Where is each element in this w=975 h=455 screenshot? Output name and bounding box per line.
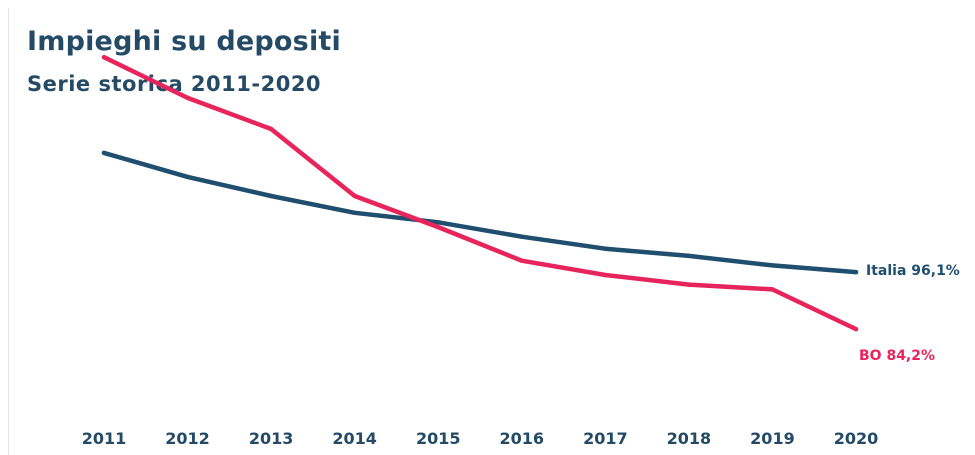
data-point-bo-2012 <box>185 95 190 101</box>
data-point-bo-2015 <box>436 224 441 230</box>
data-point-bo-2017 <box>603 272 608 278</box>
x-tick-label: 2012 <box>165 429 210 448</box>
data-point-italia-2012 <box>185 174 190 180</box>
data-point-bo-2011 <box>101 54 107 60</box>
data-point-italia-2017 <box>603 246 608 251</box>
data-point-italia-2011 <box>101 150 107 156</box>
data-point-italia-2019 <box>770 263 775 268</box>
x-tick-label: 2014 <box>332 429 377 448</box>
data-point-italia-2015 <box>436 220 441 225</box>
x-tick-label: 2016 <box>500 429 545 448</box>
data-point-bo-2016 <box>519 258 524 263</box>
data-point-bo-2020 <box>853 326 859 332</box>
end-label-italia: Italia 96,1% <box>866 263 960 279</box>
data-point-bo-2019 <box>770 287 775 292</box>
series-line-bo <box>101 54 859 332</box>
x-tick-label: 2013 <box>249 429 294 448</box>
chart-title: Impieghi su depositi <box>27 26 341 57</box>
data-point-italia-2016 <box>519 234 524 239</box>
series-line-italia <box>101 150 859 275</box>
x-tick-label: 2019 <box>750 429 795 448</box>
x-tick-label: 2018 <box>667 429 712 448</box>
x-tick-label: 2017 <box>583 429 628 448</box>
data-point-bo-2013 <box>268 126 274 132</box>
data-point-italia-2018 <box>686 253 692 259</box>
data-point-bo-2018 <box>686 282 692 287</box>
x-tick-label: 2011 <box>82 429 127 448</box>
x-tick-label: 2015 <box>416 429 461 448</box>
end-label-bo: BO 84,2% <box>859 348 935 364</box>
data-point-bo-2014 <box>352 193 357 199</box>
data-point-italia-2013 <box>268 193 274 199</box>
data-point-italia-2014 <box>352 210 357 215</box>
x-tick-label: 2020 <box>834 429 879 448</box>
data-point-italia-2020 <box>853 269 859 275</box>
